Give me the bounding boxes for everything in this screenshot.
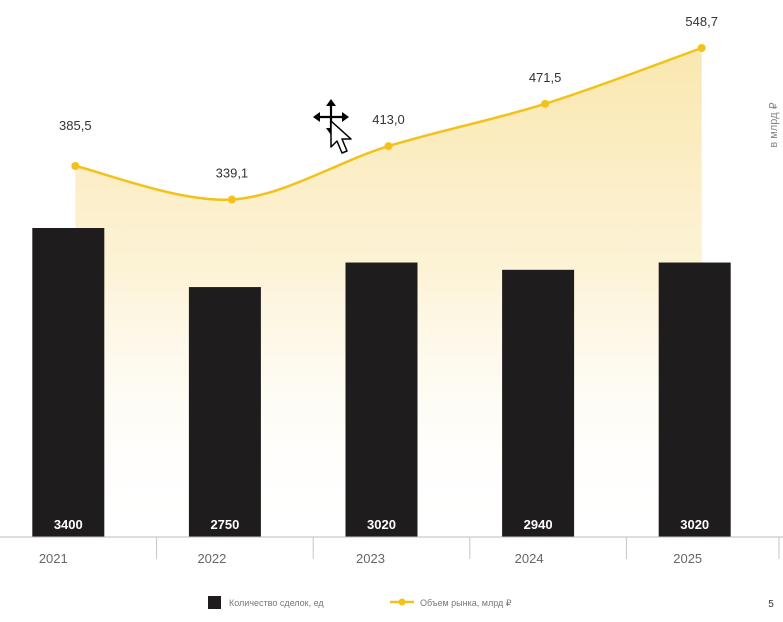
bar-value-label: 3020 <box>680 517 709 532</box>
bar-deals-2021 <box>32 228 105 537</box>
bar-deals-2022 <box>188 287 261 537</box>
bar-value-label: 2940 <box>524 517 553 532</box>
market-volume-point <box>227 195 236 204</box>
page-number: 5 <box>768 599 774 610</box>
bar-deals-2024 <box>502 269 575 537</box>
market-volume-label: 339,1 <box>216 166 249 181</box>
x-tick-label: 2021 <box>39 551 68 566</box>
market-volume-point <box>71 162 80 170</box>
legend-bar-swatch <box>208 596 221 609</box>
x-tick-label: 2024 <box>515 551 544 566</box>
x-tick-label: 2023 <box>356 551 385 566</box>
right-axis-label: в млрд ₽ <box>768 102 780 147</box>
x-tick-label: 2025 <box>673 551 702 566</box>
bar-value-label: 3020 <box>367 517 396 532</box>
bar-value-label: 3400 <box>54 517 83 532</box>
legend-line-label: Объем рынка, млрд ₽ <box>420 598 512 608</box>
market-volume-point <box>697 44 706 52</box>
market-volume-point <box>541 99 550 108</box>
market-volume-label: 385,5 <box>59 118 92 133</box>
bar-deals-2025 <box>658 262 731 537</box>
legend-bar-label: Количество сделок, ед <box>229 598 324 608</box>
bar-deals-2023 <box>345 262 418 537</box>
x-tick-label: 2022 <box>197 551 226 566</box>
legend-line-marker <box>398 598 406 606</box>
market-volume-point <box>384 142 393 151</box>
move-cursor-icon <box>313 99 352 154</box>
market-volume-label: 471,5 <box>529 70 562 85</box>
bar-value-label: 2750 <box>210 517 239 532</box>
market-volume-label: 548,7 <box>685 14 718 29</box>
market-volume-label: 413,0 <box>372 112 405 127</box>
